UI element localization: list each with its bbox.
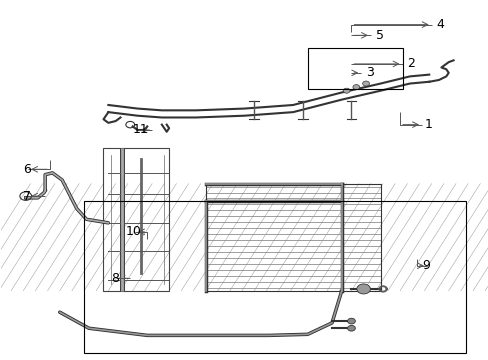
Circle shape bbox=[362, 81, 369, 86]
Text: 6: 6 bbox=[23, 163, 31, 176]
Circle shape bbox=[352, 85, 359, 90]
Text: 11: 11 bbox=[132, 123, 148, 136]
Text: 8: 8 bbox=[111, 272, 119, 285]
Text: 4: 4 bbox=[436, 18, 444, 31]
Text: 9: 9 bbox=[421, 259, 429, 272]
Text: 10: 10 bbox=[125, 225, 141, 238]
Circle shape bbox=[343, 88, 349, 93]
Text: 3: 3 bbox=[366, 66, 373, 79]
Circle shape bbox=[347, 325, 355, 331]
Text: 1: 1 bbox=[424, 118, 431, 131]
Text: 5: 5 bbox=[375, 29, 383, 42]
Text: 7: 7 bbox=[23, 190, 31, 203]
Text: 2: 2 bbox=[407, 57, 414, 71]
Circle shape bbox=[347, 318, 355, 324]
Circle shape bbox=[356, 284, 370, 294]
